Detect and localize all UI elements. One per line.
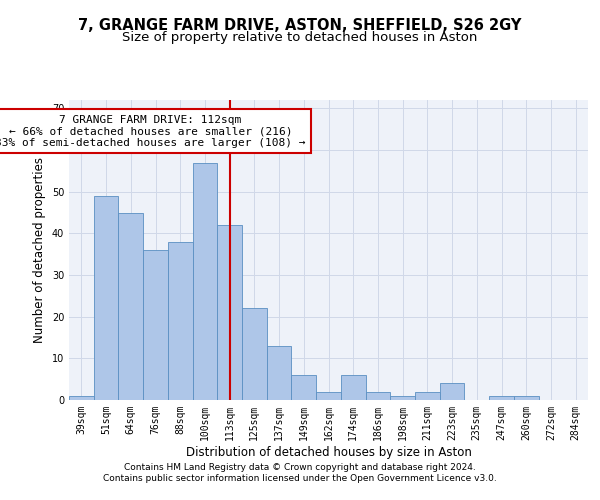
Bar bbox=[69, 396, 94, 400]
Bar bbox=[267, 346, 292, 400]
Bar bbox=[193, 162, 217, 400]
Text: Size of property relative to detached houses in Aston: Size of property relative to detached ho… bbox=[122, 31, 478, 44]
Bar bbox=[341, 375, 365, 400]
Text: 7 GRANGE FARM DRIVE: 112sqm
← 66% of detached houses are smaller (216)
33% of se: 7 GRANGE FARM DRIVE: 112sqm ← 66% of det… bbox=[0, 114, 306, 148]
Bar bbox=[118, 212, 143, 400]
X-axis label: Distribution of detached houses by size in Aston: Distribution of detached houses by size … bbox=[185, 446, 472, 458]
Bar bbox=[514, 396, 539, 400]
Bar bbox=[316, 392, 341, 400]
Bar bbox=[143, 250, 168, 400]
Bar bbox=[168, 242, 193, 400]
Text: 7, GRANGE FARM DRIVE, ASTON, SHEFFIELD, S26 2GY: 7, GRANGE FARM DRIVE, ASTON, SHEFFIELD, … bbox=[79, 18, 521, 32]
Bar bbox=[242, 308, 267, 400]
Text: Contains public sector information licensed under the Open Government Licence v3: Contains public sector information licen… bbox=[103, 474, 497, 483]
Text: Contains HM Land Registry data © Crown copyright and database right 2024.: Contains HM Land Registry data © Crown c… bbox=[124, 462, 476, 471]
Bar bbox=[415, 392, 440, 400]
Bar bbox=[365, 392, 390, 400]
Bar bbox=[217, 225, 242, 400]
Bar bbox=[390, 396, 415, 400]
Bar bbox=[292, 375, 316, 400]
Y-axis label: Number of detached properties: Number of detached properties bbox=[33, 157, 46, 343]
Bar bbox=[94, 196, 118, 400]
Bar bbox=[440, 384, 464, 400]
Bar bbox=[489, 396, 514, 400]
